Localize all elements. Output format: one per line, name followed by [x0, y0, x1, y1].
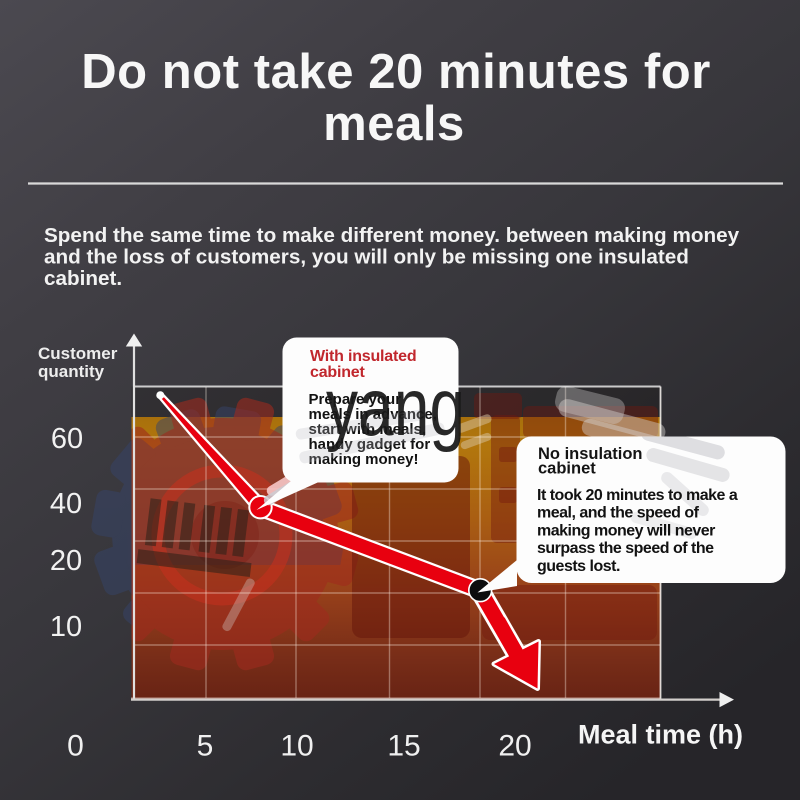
svg-text:10: 10 [50, 611, 82, 643]
svg-text:cabinet: cabinet [538, 460, 596, 478]
svg-text:cabinet.: cabinet. [44, 267, 122, 290]
svg-text:It took 20 minutes to make a: It took 20 minutes to make a [537, 487, 738, 504]
svg-text:meal, and the speed of: meal, and the speed of [537, 505, 700, 522]
svg-text:Spend the same time to make di: Spend the same time to make different mo… [44, 224, 740, 247]
svg-text:5: 5 [197, 730, 214, 763]
svg-text:cabinet: cabinet [310, 364, 365, 381]
svg-text:Prepare your: Prepare your [309, 391, 402, 408]
svg-text:Meal time (h): Meal time (h) [578, 720, 743, 750]
svg-text:yang: yang [326, 362, 465, 453]
svg-text:40: 40 [50, 488, 82, 520]
svg-text:meals in advance,: meals in advance, [309, 406, 437, 423]
svg-text:meals: meals [323, 97, 465, 151]
svg-text:quantity: quantity [38, 362, 105, 381]
svg-text:0: 0 [67, 730, 84, 763]
svg-text:start with meals,: start with meals, [309, 421, 427, 438]
svg-text:guests lost.: guests lost. [537, 558, 620, 575]
svg-text:making money!: making money! [309, 451, 419, 468]
svg-text:No insulation: No insulation [538, 445, 643, 463]
svg-text:60: 60 [51, 423, 83, 455]
svg-text:10: 10 [280, 730, 313, 763]
svg-text:and the loss of customers, you: and the loss of customers, you will only… [44, 246, 689, 269]
svg-text:Customer: Customer [38, 344, 118, 363]
svg-text:With insulated: With insulated [310, 348, 416, 365]
svg-text:handy gadget for: handy gadget for [309, 436, 431, 453]
svg-text:20: 20 [50, 545, 82, 577]
svg-text:15: 15 [387, 730, 420, 763]
svg-text:making money will never: making money will never [537, 522, 715, 539]
svg-text:Do not take 20 minutes for: Do not take 20 minutes for [81, 45, 711, 99]
svg-text:surpass the speed of the: surpass the speed of the [537, 540, 714, 557]
svg-text:20: 20 [498, 730, 531, 763]
